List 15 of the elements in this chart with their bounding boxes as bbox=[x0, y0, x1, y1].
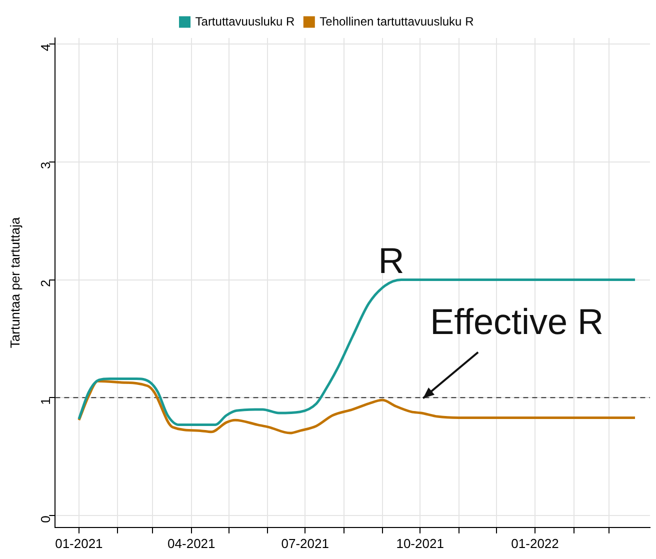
y-tick-label: 1 bbox=[38, 398, 53, 405]
x-tick-label: 10-2021 bbox=[396, 536, 444, 551]
x-tick-label: 07-2021 bbox=[281, 536, 329, 551]
y-tick-label: 2 bbox=[38, 280, 53, 287]
legend-label: Tehollinen tartuttavuusluku R bbox=[320, 14, 474, 28]
legend-label: Tartuttavuusluku R bbox=[195, 14, 295, 28]
x-tick-label: 04-2021 bbox=[168, 536, 216, 551]
y-axis-title: Tartuntaa per tartuttaja bbox=[7, 216, 22, 348]
x-tick-label: 01-2022 bbox=[511, 536, 559, 551]
y-tick-label: 0 bbox=[38, 516, 53, 523]
annotation: Effective R bbox=[430, 301, 604, 342]
y-tick-label: 3 bbox=[38, 162, 53, 170]
annotation: R bbox=[378, 240, 404, 282]
y-tick-label: 4 bbox=[38, 44, 53, 52]
x-tick-label: 01-2021 bbox=[55, 536, 103, 551]
